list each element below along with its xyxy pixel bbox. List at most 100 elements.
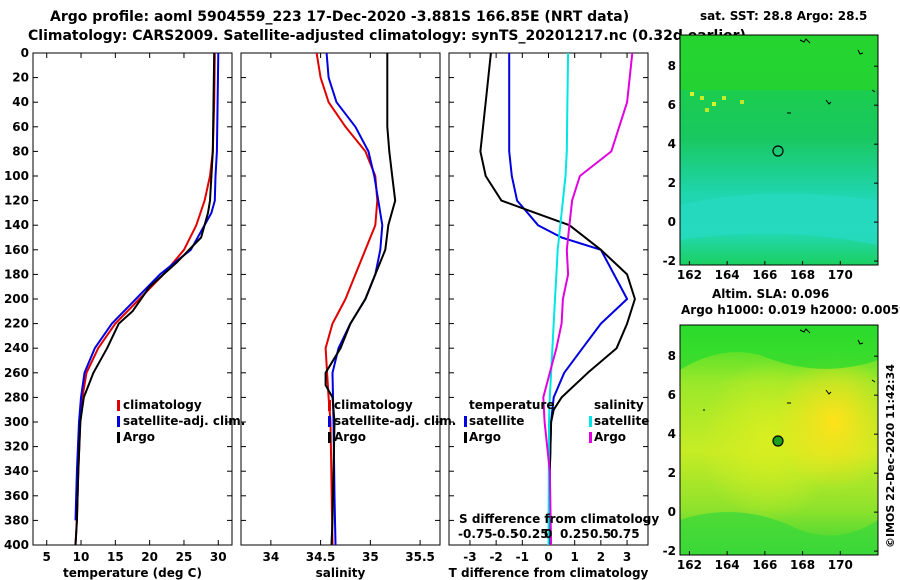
y-tick-label: 300 <box>4 415 29 429</box>
y-tick-label: 220 <box>4 317 29 331</box>
salinity-legend: climatology satellite-adj. clim. Argo <box>328 398 456 444</box>
sla-low-band <box>680 325 878 370</box>
map-x-tick-label: 162 <box>677 268 702 282</box>
series-line-climatology <box>315 52 379 546</box>
legend-label-climatology: climatology <box>123 398 202 412</box>
legend-swatch-s-satellite <box>589 416 592 427</box>
y-tick-label: 340 <box>4 464 29 478</box>
sla-frame <box>679 324 879 556</box>
sla-map <box>679 324 879 556</box>
legend-label-argo: Argo <box>334 430 366 444</box>
x-tick-label: 2 <box>597 550 605 564</box>
sst-texture <box>680 35 878 245</box>
s-tick-label: 0.75 <box>610 527 640 541</box>
map-y-tick-label: 0 <box>668 215 676 229</box>
x-tick-label: 35.5 <box>405 550 435 564</box>
sst-warm-band <box>680 35 878 90</box>
map-x-tick-label: 162 <box>677 558 702 572</box>
sst-map <box>679 34 879 266</box>
legend-swatch-t-argo <box>464 432 467 443</box>
legend-swatch-argo <box>117 432 120 443</box>
x-tick-label: 35 <box>362 550 379 564</box>
map-x-tick-label: 164 <box>715 268 740 282</box>
legend-swatch-t-satellite <box>464 416 467 427</box>
sst-warm-pixel <box>712 102 716 106</box>
sla-float-marker <box>772 435 784 447</box>
x-axis-label: T difference from climatology <box>449 566 649 580</box>
x-tick-label: 1 <box>571 550 579 564</box>
x-tick-label: -3 <box>463 550 476 564</box>
sla-low-band <box>680 512 878 555</box>
imos-credit: ©IMOS 22-Dec-2020 11:42:34 <box>884 364 897 548</box>
x-tick-label: 15 <box>107 550 124 564</box>
series-line-argo <box>324 53 397 546</box>
temperature-legend: climatology satellite-adj. clim. Argo <box>117 398 245 444</box>
y-tick-label: 240 <box>4 341 29 355</box>
map-y-tick-label: 0 <box>668 505 676 519</box>
map-y-tick-label: 6 <box>668 98 676 112</box>
legend-label-t-argo: Argo <box>469 430 501 444</box>
legend-swatch-s-argo <box>589 432 592 443</box>
x-tick-label: 10 <box>73 550 90 564</box>
sst-map-title: sat. SST: 28.8 Argo: 28.5 <box>700 9 867 23</box>
legend-swatch-climatology <box>117 400 120 411</box>
map-x-tick-label: 166 <box>752 558 777 572</box>
x-tick-label: 30 <box>210 550 227 564</box>
series-line-argo <box>74 52 216 546</box>
s-tick-label: 0 <box>544 527 552 541</box>
sst-axes: 162 164 166 168 170 -2 0 2 4 6 8 <box>663 59 878 282</box>
sst-warm-pixel <box>690 92 694 96</box>
sla-map-subtitle: Argo h1000: 0.019 h2000: 0.0059 <box>681 303 900 317</box>
y-tick-label: 20 <box>12 71 29 85</box>
map-x-tick-label: 170 <box>828 558 853 572</box>
y-tick-label: 0 <box>21 46 29 60</box>
s-tick-label: -0.25 <box>514 527 549 541</box>
legend-swatch-climatology <box>328 400 331 411</box>
s-tick-label: -0.5 <box>492 527 518 541</box>
header-line-2: Climatology: CARS2009. Satellite-adjuste… <box>28 28 746 44</box>
salinity-panel: 34 34.5 35 35.5 salinity <box>240 52 441 580</box>
x-tick-label: 20 <box>141 550 158 564</box>
y-tick-label: 360 <box>4 489 29 503</box>
legend-label-climatology: climatology <box>334 398 413 412</box>
y-tick-label: 400 <box>4 538 29 552</box>
series-line-s-satellite <box>547 52 570 546</box>
legend-label-argo: Argo <box>123 430 155 444</box>
s-difference-axis-label: S difference from climatology <box>459 512 659 526</box>
legend-swatch-satellite <box>328 416 331 427</box>
y-tick-label: 320 <box>4 440 29 454</box>
y-tick-label: 160 <box>4 243 29 257</box>
y-tick-label: 40 <box>12 95 29 109</box>
y-tick-label: 280 <box>4 390 29 404</box>
map-x-tick-label: 170 <box>828 268 853 282</box>
sst-frame <box>679 34 879 266</box>
legend-swatch-satellite <box>117 416 120 427</box>
legend-label-satellite: satellite-adj. clim. <box>123 414 245 428</box>
legend-swatch-argo <box>328 432 331 443</box>
y-tick-label: 380 <box>4 513 29 527</box>
series-line-t-argo <box>479 52 636 545</box>
header-line-1: Argo profile: aoml 5904559_223 17-Dec-20… <box>50 9 629 25</box>
map-y-tick-label: 4 <box>668 137 676 151</box>
x-tick-label: -1 <box>516 550 529 564</box>
sla-axes: 162 164 166 168 170 -2 0 2 4 6 8 <box>663 349 878 572</box>
legend-label-t-satellite: satellite <box>469 414 524 428</box>
y-tick-label: 100 <box>4 169 29 183</box>
legend-label-satellite: satellite-adj. clim. <box>334 414 456 428</box>
y-tick-label: 200 <box>4 292 29 306</box>
sst-warm-pixel <box>722 96 726 100</box>
map-x-tick-label: 166 <box>752 268 777 282</box>
series-line-t-satellite <box>508 53 629 545</box>
legend-title-temperature: temperature <box>469 398 554 412</box>
sst-warm-pixel <box>740 100 744 104</box>
series-line-s-argo <box>542 52 634 546</box>
map-x-tick-label: 168 <box>790 558 815 572</box>
s-difference-tick-labels: -0.75 -0.5 -0.25 0 0.25 0.5 0.75 <box>458 527 640 541</box>
sla-coastline <box>703 328 876 411</box>
y-tick-label: 140 <box>4 218 29 232</box>
difference-legend: temperature satellite Argo salinity sate… <box>464 398 649 444</box>
map-x-tick-label: 164 <box>715 558 740 572</box>
legend-title-salinity: salinity <box>594 398 644 412</box>
x-tick-label: -2 <box>489 550 502 564</box>
